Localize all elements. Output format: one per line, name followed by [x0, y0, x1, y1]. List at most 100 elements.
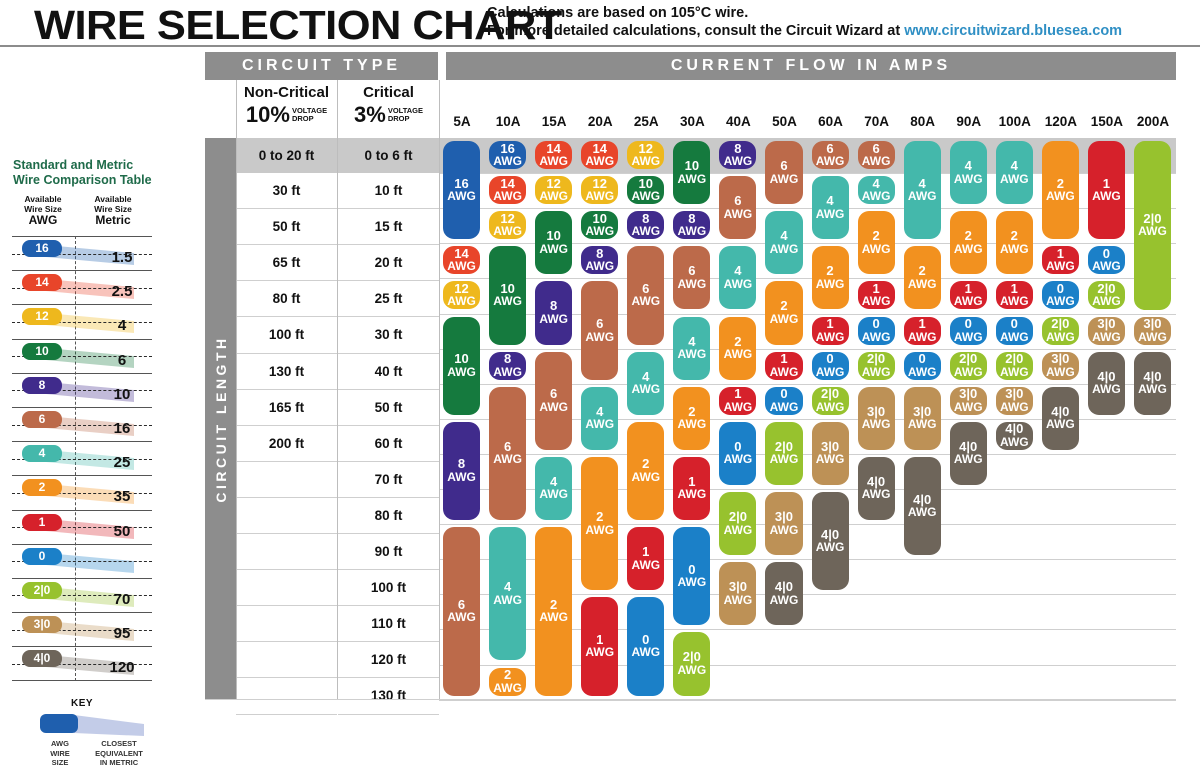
- awg-value: 2|0: [728, 509, 747, 525]
- awg-unit: AWG: [1046, 259, 1075, 274]
- awg-cell: 6 AWG: [673, 246, 711, 310]
- key-left-line: AWG: [51, 739, 69, 749]
- grid-bottom-line: [205, 699, 1176, 700]
- awg-cell: 4 AWG: [765, 211, 803, 275]
- awg-unit: AWG: [999, 241, 1029, 256]
- awg-unit: AWG: [493, 224, 522, 239]
- awg-unit: AWG: [861, 329, 891, 344]
- awg-value: 2|0: [1005, 351, 1024, 367]
- awg-unit: AWG: [769, 522, 799, 537]
- circuit-length-cell: 70 ft: [338, 462, 439, 498]
- awg-value: 6: [688, 263, 696, 279]
- awg-unit: AWG: [585, 329, 615, 344]
- awg-unit: AWG: [631, 189, 661, 204]
- wire-comparison-row: 0: [12, 543, 152, 578]
- awg-cell: 1 AWG: [811, 316, 849, 345]
- key-left-label: AWG WIRE SIZE: [34, 739, 86, 768]
- awg-unit: AWG: [677, 575, 707, 590]
- circuit-length-cell: [236, 498, 337, 535]
- awg-unit: AWG: [1092, 329, 1121, 344]
- amp-column-10A: 16 AWG 14 AWG 12 AWG 10 AWG 8 AWG 6 AWG 4 AWG 2 AWG: [489, 138, 527, 700]
- awg-unit: AWG: [447, 469, 476, 484]
- awg-cell: 10 AWG: [673, 141, 711, 205]
- awg-cell: 4|0 AWG: [1087, 351, 1125, 415]
- amp-column-90A: 4 AWG 2 AWG 1 AWG 0 AWG 2|0 AWG 3|0 AWG 4|0 AWG: [949, 138, 987, 700]
- awg-cell: 0 AWG: [719, 421, 757, 485]
- awg-unit: AWG: [769, 171, 799, 186]
- awg-value: 4|0: [1005, 421, 1024, 437]
- circuit-length-cell: 10 ft: [338, 173, 439, 210]
- vline-b: [337, 138, 338, 700]
- circuit-wizard-link[interactable]: www.circuitwizard.bluesea.com: [904, 22, 1123, 39]
- awg-cell: 2|0 AWG: [765, 421, 803, 485]
- awg-value: 6: [503, 438, 512, 454]
- awg-value: 2: [1010, 228, 1018, 244]
- awg-value: 16: [500, 140, 515, 156]
- awg-unit: AWG: [585, 645, 615, 660]
- awg-cell: 12 AWG: [489, 211, 527, 240]
- awg-value: 3|0: [867, 403, 886, 419]
- awg-unit: AWG: [1046, 417, 1075, 432]
- awg-unit: AWG: [539, 241, 568, 256]
- awg-unit: AWG: [723, 347, 753, 362]
- awg-unit: AWG: [631, 557, 661, 572]
- amp-column-150A: 1 AWG 0 AWG 2|0 AWG 3|0 AWG 4|0 AWG: [1087, 138, 1125, 700]
- awg-value: 14: [454, 245, 469, 261]
- awg-unit: AWG: [493, 364, 522, 379]
- awg-cell: 4 AWG: [811, 176, 849, 240]
- wire-row-dash: [12, 424, 152, 426]
- awg-value: 6: [826, 140, 834, 156]
- circuit-length-cell: 15 ft: [338, 209, 439, 246]
- awg-cell: 1 AWG: [719, 386, 757, 415]
- circuit-length-cell: 20 ft: [338, 245, 439, 282]
- awg-value: 2|0: [682, 649, 701, 665]
- awg-cell: 8 AWG: [581, 246, 619, 275]
- sub-header-row: Non-Critical 10% VOLTAGE DROP Critical 3% V…: [205, 80, 1176, 138]
- wire-comparison-awg: 2: [22, 479, 62, 497]
- awg-unit: AWG: [447, 294, 476, 309]
- awg-cell: 2|0 AWG: [1133, 141, 1171, 310]
- awg-unit: AWG: [539, 610, 568, 625]
- awg-unit: AWG: [585, 154, 615, 169]
- awg-cell: 4|0 AWG: [903, 456, 941, 556]
- awg-unit: AWG: [999, 294, 1029, 309]
- circuit-length-cell: 110 ft: [338, 606, 439, 643]
- row-gridline: [439, 664, 1176, 666]
- awg-cell: 16 AWG: [443, 141, 481, 240]
- amp-column-header: 20A: [587, 114, 613, 129]
- awg-cell: 2 AWG: [811, 246, 849, 310]
- awg-value: 4: [964, 158, 972, 174]
- wire-row-dash: [12, 595, 152, 597]
- awg-cell: 3|0 AWG: [765, 492, 803, 556]
- wire-row-dash: [12, 458, 152, 460]
- awg-cell: 8 AWG: [443, 421, 481, 521]
- awg-value: 0: [872, 316, 880, 332]
- awg-value: 0: [1102, 245, 1111, 261]
- table-body: CIRCUIT LENGTH 0 to 20 ft 30 ft 50 ft 65 ft…: [205, 138, 1176, 715]
- wire-comparison-awg: 6: [22, 410, 62, 428]
- awg-cell: 10 AWG: [535, 211, 573, 275]
- awg-cell: 4|0 AWG: [949, 421, 987, 485]
- awg-unit: AWG: [999, 434, 1029, 449]
- awg-unit: AWG: [999, 399, 1029, 414]
- awg-unit: AWG: [677, 662, 707, 677]
- wire-comparison-row: 14 2.5: [12, 270, 152, 304]
- awg-unit: AWG: [953, 329, 983, 344]
- key-right-line: EQUIVALENT: [95, 748, 143, 758]
- wire-row-dash: [12, 527, 152, 529]
- circuit-length-cell: 60 ft: [338, 426, 439, 462]
- vline-c: [439, 138, 440, 700]
- wire-comparison-row: 4|0 120: [12, 646, 152, 682]
- awg-value: 3|0: [1097, 316, 1116, 332]
- awg-value: 4: [826, 193, 834, 209]
- awg-unit: AWG: [585, 224, 615, 239]
- awg-cell: 4 AWG: [719, 246, 757, 310]
- awg-cell: 4|0 AWG: [995, 421, 1033, 450]
- amp-column-header: 70A: [864, 114, 889, 129]
- awg-value: 1: [1010, 280, 1018, 296]
- amp-column-header: 30A: [679, 114, 705, 129]
- amp-column-header: 10A: [495, 114, 521, 129]
- sidebar-key: KEY AWG WIRE SIZE CLOSEST EQUIVALENT IN METR…: [12, 698, 152, 773]
- wire-comparison-awg: 8: [22, 376, 62, 394]
- circuit-length-cell: 80 ft: [236, 281, 337, 318]
